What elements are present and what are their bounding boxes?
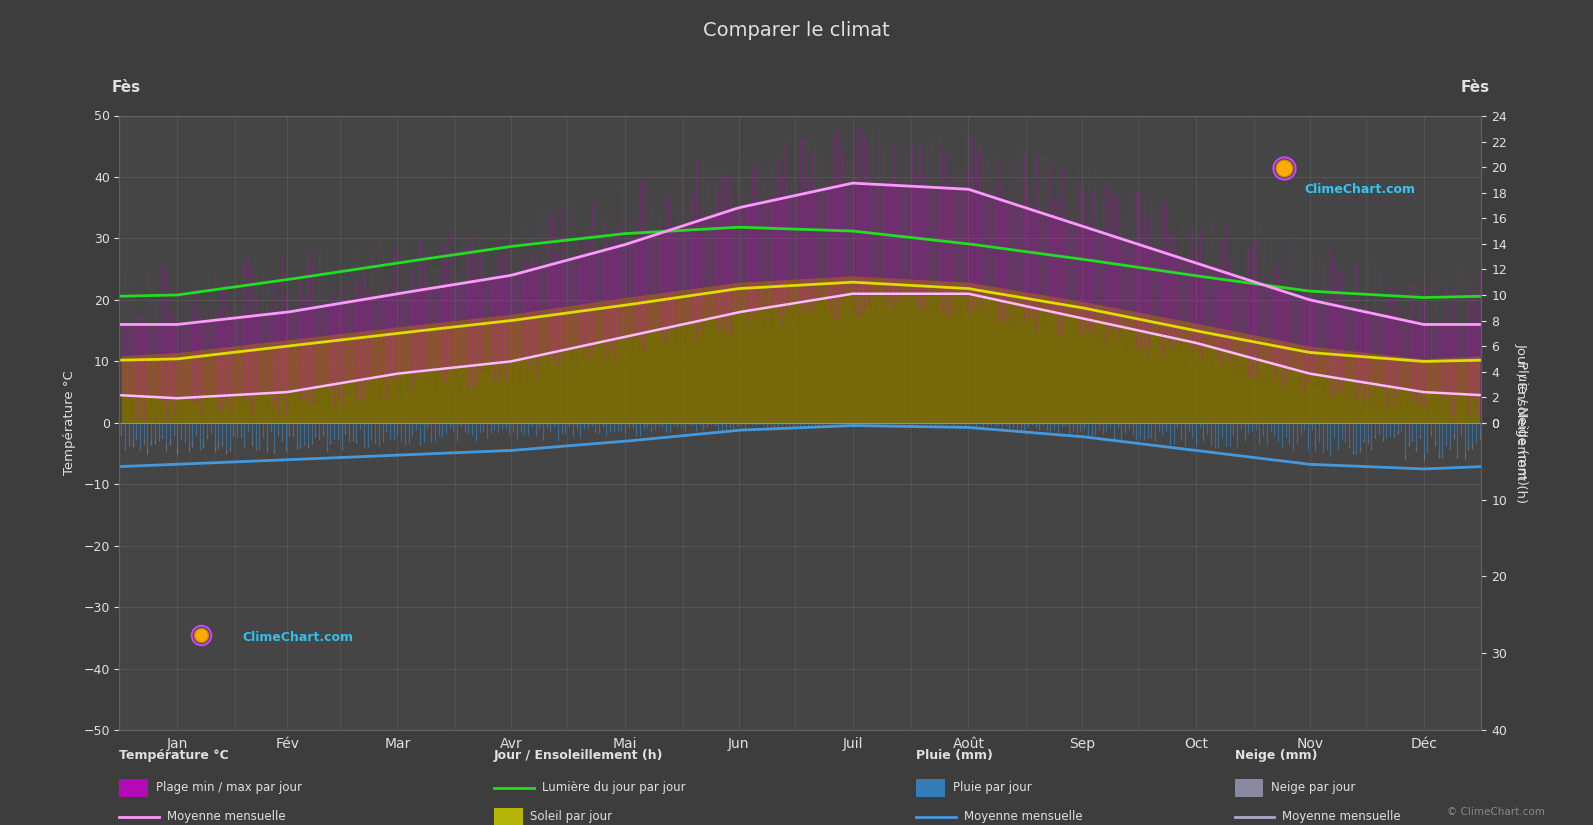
Text: Fès: Fès — [112, 80, 140, 95]
Text: Neige par jour: Neige par jour — [1271, 781, 1356, 794]
Text: © ClimeChart.com: © ClimeChart.com — [1448, 807, 1545, 817]
Y-axis label: Jour / Ensoleillement (h): Jour / Ensoleillement (h) — [1515, 342, 1528, 503]
Text: Neige (mm): Neige (mm) — [1235, 749, 1317, 762]
Text: Fès: Fès — [1461, 80, 1489, 95]
Text: Comparer le climat: Comparer le climat — [703, 21, 890, 40]
Text: Moyenne mensuelle: Moyenne mensuelle — [167, 810, 285, 823]
Text: Plage min / max par jour: Plage min / max par jour — [156, 781, 303, 794]
Text: Moyenne mensuelle: Moyenne mensuelle — [1282, 810, 1400, 823]
Y-axis label: Pluie / Neige (mm): Pluie / Neige (mm) — [1515, 361, 1528, 485]
Text: Température °C: Température °C — [119, 749, 229, 762]
Text: Soleil par jour: Soleil par jour — [530, 810, 613, 823]
Text: Jour / Ensoleillement (h): Jour / Ensoleillement (h) — [494, 749, 663, 762]
Y-axis label: Température °C: Température °C — [64, 370, 76, 475]
Text: Moyenne mensuelle: Moyenne mensuelle — [964, 810, 1082, 823]
Text: ClimeChart.com: ClimeChart.com — [242, 631, 354, 644]
Text: Pluie (mm): Pluie (mm) — [916, 749, 992, 762]
Text: Pluie par jour: Pluie par jour — [953, 781, 1031, 794]
Text: Lumière du jour par jour: Lumière du jour par jour — [542, 781, 685, 794]
Text: ClimeChart.com: ClimeChart.com — [1305, 183, 1416, 196]
